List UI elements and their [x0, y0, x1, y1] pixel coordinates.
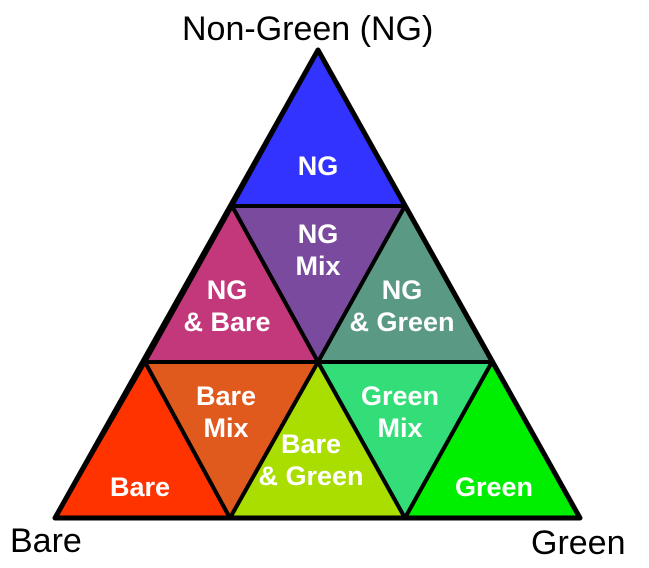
region-bare-label-line-1: Bare	[110, 472, 170, 502]
region-bare-green-label-line-2: & Green	[258, 461, 363, 491]
region-bare-mix-label-line-1: Bare	[196, 381, 256, 411]
region-ng-label-line-1: NG	[298, 151, 339, 181]
region-green-mix-label-line-2: Mix	[377, 413, 422, 443]
region-ng-mix-label-line-1: NG	[298, 219, 339, 249]
vertex-label-left: Bare	[10, 522, 82, 560]
vertex-label-top: Non-Green (NG)	[182, 10, 434, 48]
region-ng: NG	[230, 48, 407, 208]
outer-triangle-border	[52, 47, 583, 521]
region-green-mix-label-line-1: Green	[361, 381, 439, 411]
region-ng-green-label-line-1: NG	[382, 275, 423, 305]
region-ng-bare-label-line-1: NG	[207, 275, 248, 305]
region-ng-shape	[230, 48, 407, 208]
region-bare-green-label-line-1: Bare	[281, 429, 341, 459]
region-bare-mix-label-line-2: Mix	[203, 413, 248, 443]
region-green-label-line-1: Green	[455, 472, 533, 502]
region-ng-green-label-line-2: & Green	[349, 307, 454, 337]
region-ng-bare-label-line-2: & Bare	[183, 307, 270, 337]
region-ng-mix-label-line-2: Mix	[295, 251, 340, 281]
vertex-label-right: Green	[531, 524, 626, 562]
